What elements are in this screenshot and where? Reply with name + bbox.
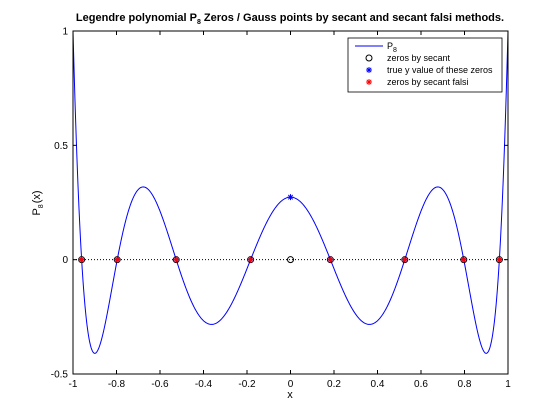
secant-zero-marker (287, 256, 294, 264)
falsi-zero-marker (247, 256, 254, 263)
falsi-zero-marker (78, 256, 85, 263)
legend-blue-asterisk (366, 67, 372, 73)
x-axis-label: x (287, 389, 293, 401)
falsi-zero-marker (401, 256, 408, 263)
legend-label-true-y: true y value of these zeros (387, 65, 493, 75)
legend-box (347, 37, 503, 93)
x-tick-label: 1 (505, 379, 511, 390)
y-axis-label: P8(x) (31, 190, 45, 215)
x-tick-label: -0.6 (151, 379, 169, 390)
legend-red-asterisk (366, 79, 372, 85)
x-tick-label: -0.2 (238, 379, 256, 390)
plot-area (73, 31, 508, 354)
legend-circle-marker (365, 54, 373, 62)
y-tick-label: 0.5 (54, 141, 68, 152)
falsi-zero-marker (114, 256, 121, 263)
falsi-zero-marker (460, 256, 467, 263)
y-tick-label: -0.5 (51, 370, 69, 381)
x-tick-label: 0.6 (414, 379, 428, 390)
true-value-marker (287, 194, 294, 201)
legend: P8 zeros by secant true y value of these… (347, 37, 503, 93)
x-tick-label: -0.4 (195, 379, 213, 390)
marker-group (78, 194, 503, 264)
legend-label-falsi: zeros by secant falsi (387, 77, 469, 87)
legend-label-secant: zeros by secant (387, 53, 451, 63)
x-tick-label: 0 (288, 379, 294, 390)
x-tick-label: -1 (69, 379, 78, 390)
x-tick-label: 0.8 (458, 379, 472, 390)
chart-title: Legendre polynomial P8 Zeros / Gauss poi… (76, 12, 504, 26)
y-tick-label: 1 (62, 27, 68, 38)
falsi-zero-marker (496, 256, 503, 263)
falsi-zero-marker (173, 256, 180, 263)
x-tick-label: 0.2 (327, 379, 341, 390)
x-tick-label: -0.8 (108, 379, 126, 390)
falsi-zero-marker (327, 256, 334, 263)
y-tick-label: 0 (62, 255, 68, 266)
axis-ticks: -1 -0.8 -0.6 -0.4 -0.2 0 0.2 0.4 0.6 0.8 1 -0.5 0 0.5… (51, 27, 511, 391)
legend-label-p8: P8 (387, 41, 397, 54)
x-tick-label: 0.4 (371, 379, 385, 390)
